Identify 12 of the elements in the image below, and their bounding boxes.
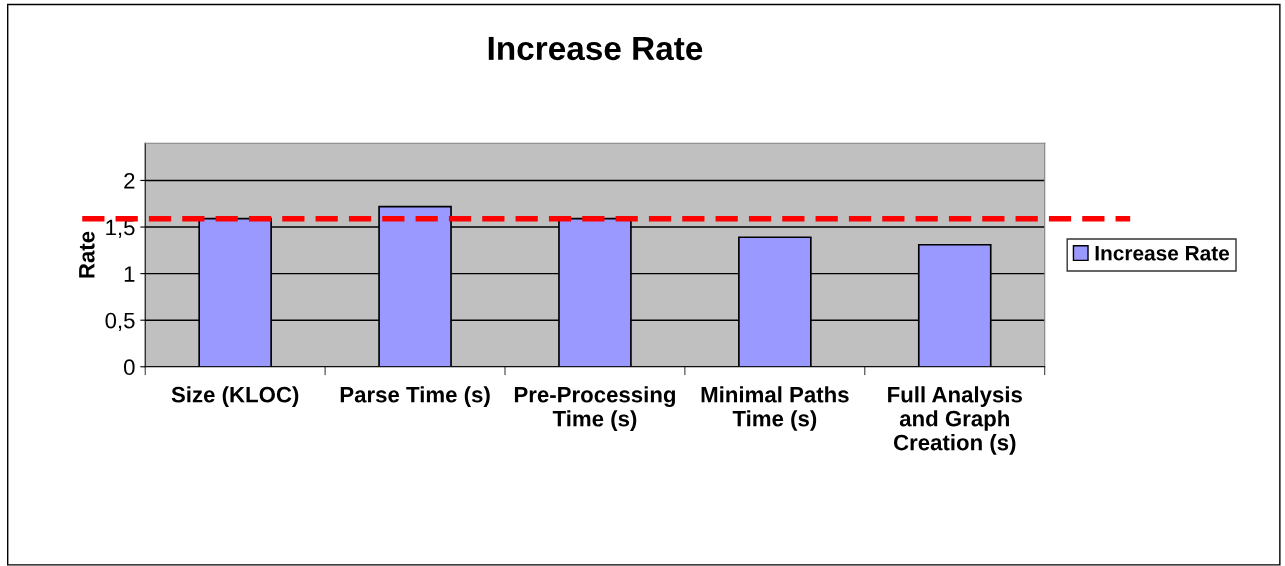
y-tick-label: 1 [124, 266, 135, 282]
x-tick-label: Size (KLOC) [171, 386, 299, 407]
x-tick-label: Pre-Processing Time (s) [514, 386, 675, 431]
x-tick-label: Minimal Paths Time (s) [701, 386, 849, 431]
y-tick-label: 0 [123, 359, 135, 376]
x-tick-label: Parse Time (s) [340, 386, 490, 407]
legend-label: Increase Rate [1095, 246, 1230, 261]
y-tick-label: 0,5 [105, 312, 135, 332]
x-tick-label: Full Analysis and Graph Creation (s) [888, 386, 1022, 455]
y-axis-title: Rate [79, 231, 95, 278]
chart-title: Increase Rate [488, 36, 703, 61]
y-tick-label: 2 [124, 172, 135, 189]
